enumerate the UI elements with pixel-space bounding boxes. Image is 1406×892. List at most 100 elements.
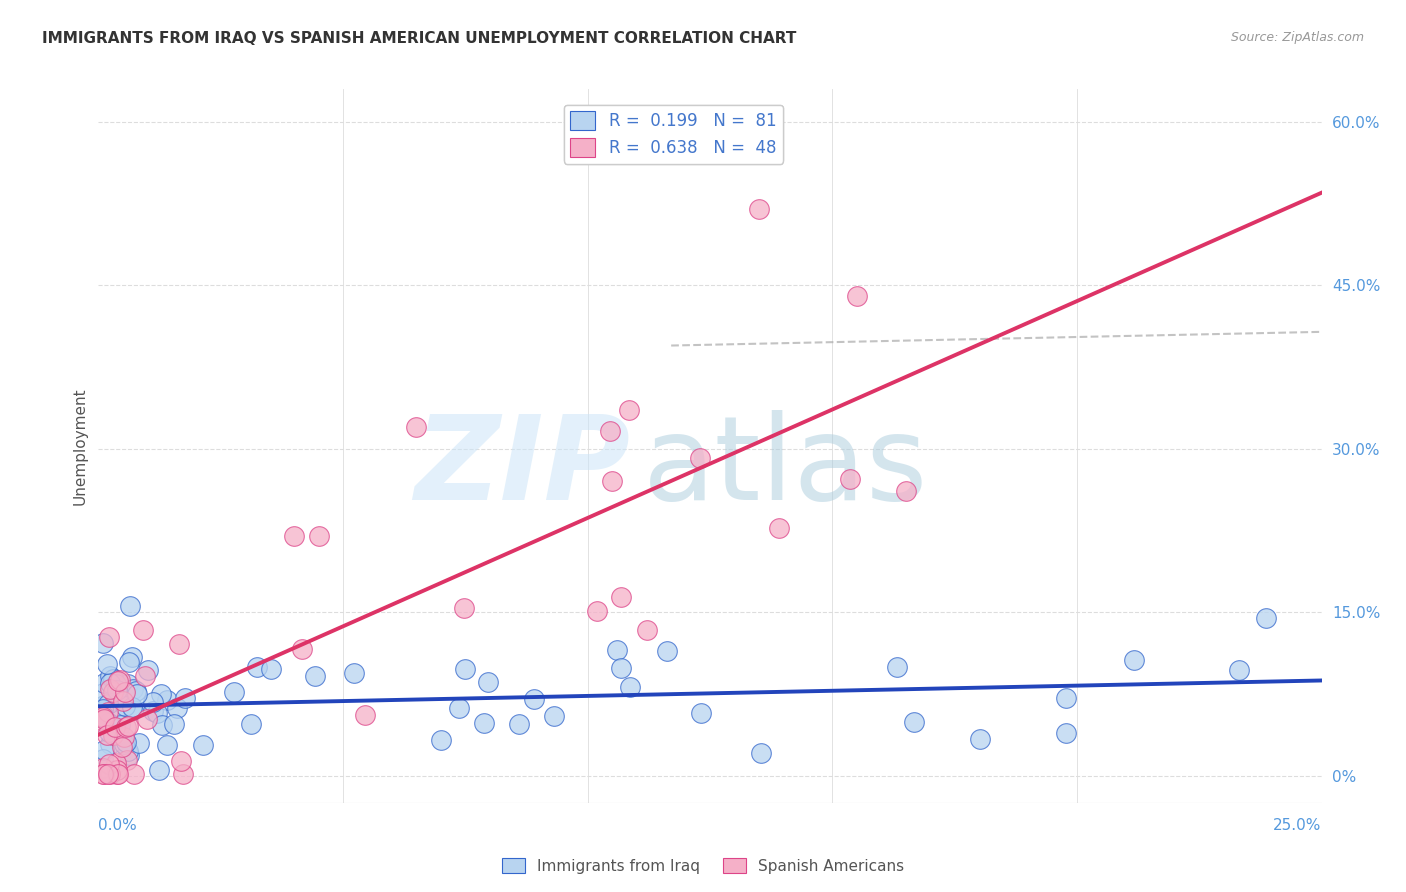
Point: [1054, 691, 1077, 706]
Point: [91, 710, 114, 724]
Point: [453, 601, 475, 615]
Point: [838, 472, 860, 486]
Point: [308, 529, 330, 543]
Point: [291, 642, 314, 657]
Point: [111, 694, 134, 708]
Point: [508, 716, 530, 731]
Point: [472, 715, 495, 730]
Point: [523, 692, 546, 706]
Point: [105, 763, 128, 777]
Point: [240, 716, 263, 731]
Point: [118, 748, 141, 763]
Point: [115, 720, 138, 734]
Point: [107, 767, 129, 781]
Point: [117, 744, 139, 758]
Point: [107, 687, 129, 701]
Point: [342, 666, 364, 681]
Point: [91, 767, 114, 781]
Point: [354, 708, 377, 723]
Point: [100, 669, 122, 683]
Point: [132, 624, 155, 638]
Point: [101, 728, 124, 742]
Legend: Immigrants from Iraq, Spanish Americans: Immigrants from Iraq, Spanish Americans: [496, 852, 910, 880]
Point: [114, 684, 136, 698]
Point: [449, 700, 471, 714]
Point: [98, 756, 121, 771]
Point: [477, 674, 499, 689]
Point: [96, 728, 118, 742]
Legend: R =  0.199   N =  81, R =  0.638   N =  48: R = 0.199 N = 81, R = 0.638 N = 48: [564, 104, 783, 163]
Point: [304, 669, 326, 683]
Point: [118, 655, 141, 669]
Point: [117, 719, 139, 733]
Point: [122, 767, 145, 781]
Point: [136, 664, 159, 678]
Point: [142, 704, 165, 718]
Point: [97, 697, 120, 711]
Point: [91, 714, 114, 728]
Point: [97, 705, 120, 719]
Point: [121, 650, 143, 665]
Text: ZIP: ZIP: [415, 410, 630, 524]
Point: [454, 662, 477, 676]
Point: [107, 674, 129, 689]
Point: [150, 717, 173, 731]
Point: [599, 424, 621, 438]
Point: [91, 708, 114, 723]
Point: [543, 708, 565, 723]
Point: [98, 767, 121, 781]
Point: [93, 712, 115, 726]
Point: [93, 767, 115, 781]
Point: [585, 604, 607, 618]
Point: [98, 724, 121, 739]
Text: Source: ZipAtlas.com: Source: ZipAtlas.com: [1230, 31, 1364, 45]
Point: [156, 693, 179, 707]
Point: [136, 712, 159, 726]
Point: [969, 732, 991, 747]
Point: [845, 289, 868, 303]
Point: [127, 687, 149, 701]
Point: [98, 715, 121, 730]
Point: [91, 686, 114, 700]
Point: [886, 660, 908, 674]
Point: [749, 746, 772, 760]
Point: [193, 738, 215, 752]
Point: [108, 710, 131, 724]
Point: [104, 677, 127, 691]
Point: [260, 662, 283, 676]
Point: [114, 698, 136, 713]
Point: [146, 706, 169, 720]
Point: [112, 737, 135, 751]
Point: [112, 731, 135, 745]
Point: [115, 753, 138, 767]
Point: [98, 675, 121, 690]
Point: [246, 659, 269, 673]
Point: [110, 718, 132, 732]
Point: [103, 684, 125, 698]
Point: [117, 677, 139, 691]
Point: [610, 661, 633, 675]
Point: [104, 756, 127, 770]
Point: [98, 631, 121, 645]
Text: IMMIGRANTS FROM IRAQ VS SPANISH AMERICAN UNEMPLOYMENT CORRELATION CHART: IMMIGRANTS FROM IRAQ VS SPANISH AMERICAN…: [42, 31, 797, 46]
Point: [1123, 653, 1146, 667]
Point: [689, 706, 711, 721]
Point: [224, 685, 246, 699]
Point: [689, 450, 711, 465]
Y-axis label: Unemployment: Unemployment: [72, 387, 87, 505]
Point: [148, 763, 170, 777]
Point: [174, 691, 197, 706]
Point: [104, 720, 127, 734]
Point: [156, 739, 179, 753]
Point: [655, 644, 678, 658]
Point: [636, 624, 658, 638]
Point: [101, 728, 124, 742]
Point: [96, 657, 118, 671]
Point: [103, 672, 125, 686]
Point: [903, 714, 925, 729]
Point: [122, 702, 145, 716]
Point: [114, 735, 136, 749]
Point: [93, 698, 115, 712]
Point: [142, 695, 165, 709]
Point: [93, 743, 115, 757]
